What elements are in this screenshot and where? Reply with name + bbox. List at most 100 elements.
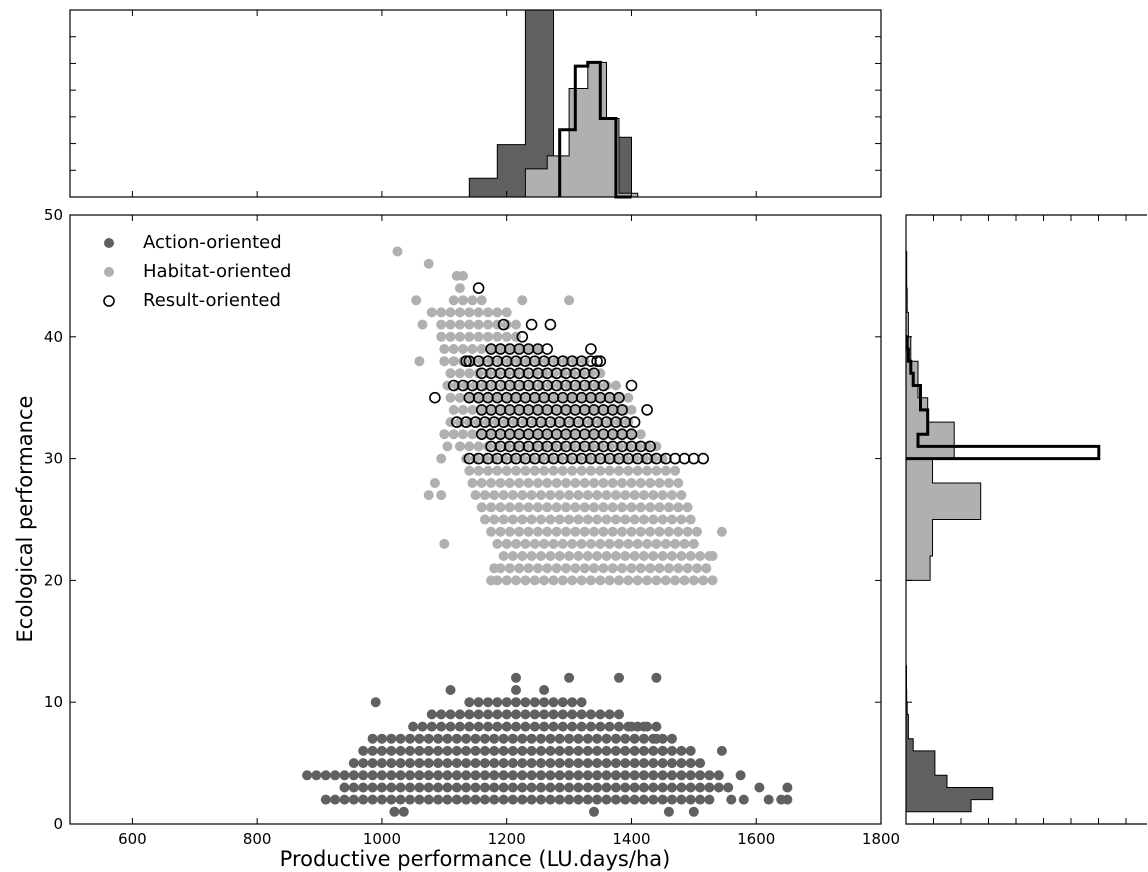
point-action-oriented [754,782,765,793]
point-habitat-oriented [464,465,475,476]
point-action-oriented [498,794,509,805]
point-habitat-oriented [514,478,525,488]
point-action-oriented [520,697,531,708]
point-action-oriented [557,721,568,732]
point-habitat-oriented [554,551,565,561]
point-action-oriented [539,721,550,732]
point-habitat-oriented [514,429,525,440]
point-action-oriented [620,733,631,744]
point-habitat-oriented [617,478,628,488]
point-habitat-oriented [570,478,581,488]
point-action-oriented [405,782,415,793]
point-action-oriented [629,745,640,756]
point-result-oriented [516,330,529,343]
point-action-oriented [629,782,640,793]
point-result-oriented [497,318,510,331]
point-habitat-oriented [501,538,512,549]
point-action-oriented [517,770,528,781]
point-action-oriented [479,745,490,756]
point-action-oriented [386,758,397,769]
point-habitat-oriented [561,563,571,574]
point-habitat-oriented [554,514,565,525]
point-action-oriented [464,709,475,720]
point-action-oriented [479,758,490,769]
point-habitat-oriented [676,490,687,501]
point-action-oriented [348,782,359,793]
point-habitat-oriented [392,246,403,257]
legend-marker-habitat-oriented [104,267,114,277]
point-action-oriented [386,770,397,781]
point-habitat-oriented [445,331,456,342]
point-action-oriented [667,782,677,793]
point-habitat-oriented [660,538,671,549]
point-habitat-oriented [595,538,606,549]
point-action-oriented [539,709,550,720]
point-action-oriented [548,697,559,708]
point-action-oriented [445,709,456,720]
point-habitat-oriented [626,429,637,440]
plot-area [70,215,881,824]
point-action-oriented [601,770,612,781]
point-result-oriented [644,440,657,453]
point-habitat-oriented [673,563,684,574]
point-action-oriented [554,733,565,744]
point-action-oriented [423,782,434,793]
point-habitat-oriented [511,392,521,403]
point-habitat-oriented [595,575,606,586]
point-action-oriented [564,745,575,756]
right-histogram-panel [905,214,1147,825]
point-action-oriented [461,758,472,769]
point-action-oriented [417,721,428,732]
point-habitat-oriented [567,392,578,403]
point-habitat-oriented [492,331,503,342]
point-action-oriented [651,672,662,683]
point-habitat-oriented [458,270,468,281]
point-habitat-oriented [467,429,478,440]
point-action-oriented [648,782,659,793]
point-action-oriented [648,745,659,756]
point-habitat-oriented [660,465,671,476]
point-habitat-oriented [495,429,506,440]
point-habitat-oriented [623,465,634,476]
point-action-oriented [648,758,659,769]
point-habitat-oriented [573,490,584,501]
point-action-oriented [489,733,500,744]
point-action-oriented [517,782,528,793]
point-action-oriented [667,745,677,756]
point-habitat-oriented [514,404,525,415]
point-habitat-oriented [439,356,450,367]
point-action-oriented [501,709,512,720]
point-action-oriented [433,770,444,781]
point-habitat-oriented [604,392,615,403]
point-action-oriented [330,794,341,805]
point-habitat-oriented [557,465,568,476]
point-action-oriented [398,806,409,817]
point-action-oriented [685,794,696,805]
point-action-oriented [620,758,631,769]
point-habitat-oriented [501,392,512,403]
point-action-oriented [348,758,359,769]
point-action-oriented [685,770,696,781]
point-action-oriented [610,782,621,793]
point-habitat-oriented [445,368,456,379]
point-habitat-oriented [692,563,702,574]
point-action-oriented [489,745,500,756]
point-action-oriented [451,782,462,793]
point-habitat-oriented [582,551,593,561]
point-habitat-oriented [670,465,681,476]
point-action-oriented [358,782,369,793]
point-habitat-oriented [464,368,475,379]
point-action-oriented [423,733,434,744]
point-habitat-oriented [445,319,456,330]
point-habitat-oriented [467,295,478,306]
point-habitat-oriented [626,478,637,488]
point-habitat-oriented [436,453,447,464]
point-habitat-oriented [663,563,674,574]
point-action-oriented [564,794,575,805]
point-action-oriented [507,770,518,781]
point-habitat-oriented [567,465,578,476]
point-habitat-oriented [517,295,528,306]
point-habitat-oriented [579,478,590,488]
point-action-oriented [638,733,649,744]
point-habitat-oriented [514,502,525,513]
